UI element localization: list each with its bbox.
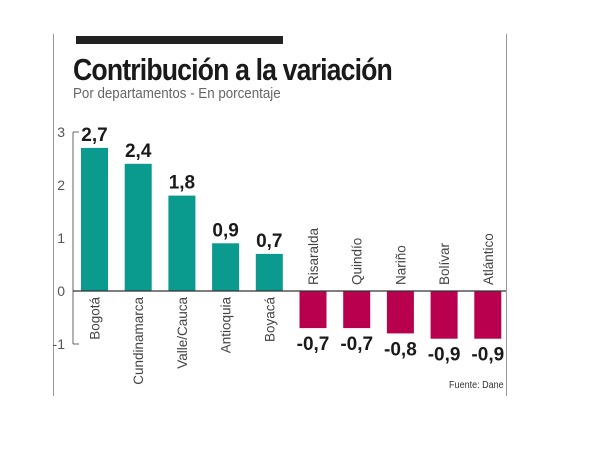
y-tick-label: -1: [53, 336, 66, 352]
data-label: -0,8: [384, 339, 417, 360]
category-label: Nariño: [393, 245, 408, 285]
data-label: -0,9: [471, 345, 504, 366]
bar-nariño: [386, 291, 414, 334]
bar-atlántico: [474, 291, 502, 339]
data-label: 0,7: [256, 231, 282, 252]
chart-subtitle: Por departamentos - En porcentaje: [73, 86, 281, 102]
category-label: Boyacá: [262, 297, 277, 343]
y-tick-label: 2: [57, 177, 65, 193]
data-label: 2,4: [125, 141, 152, 162]
title-accent-bar: [76, 36, 283, 44]
y-tick-label: 3: [57, 124, 65, 140]
bar-risaralda: [299, 291, 327, 329]
data-label: -0,7: [340, 334, 373, 355]
y-tick-label: 1: [57, 230, 65, 246]
category-label: Antioquia: [219, 297, 234, 354]
data-label: -0,7: [297, 334, 330, 355]
data-label: 1,8: [169, 173, 195, 194]
chart-title: Contribución a la variación: [73, 52, 393, 87]
bar-cundinamarca: [124, 163, 152, 291]
y-tick-label: 0: [57, 283, 65, 299]
bar-boyacá: [255, 253, 283, 291]
bar-valle/cauca: [168, 195, 196, 291]
bar-antioquia: [212, 243, 240, 291]
bar-bolívar: [430, 291, 458, 339]
category-label: Quindío: [350, 238, 365, 285]
category-label: Risaralda: [306, 227, 321, 285]
data-label: -0,9: [428, 345, 461, 366]
bar-bogotá: [81, 147, 108, 291]
frame-right-border: [506, 34, 507, 396]
category-label: Atlántico: [481, 233, 496, 285]
category-label: Valle/Cauca: [175, 297, 190, 369]
data-label: 0,9: [212, 220, 238, 241]
category-label: Cundinamarca: [131, 297, 146, 385]
frame-left-border: [53, 34, 54, 396]
source-note: Fuente: Dane: [449, 380, 504, 391]
bar-quindío: [343, 291, 371, 329]
data-label: 2,7: [81, 125, 107, 146]
category-label: Bolívar: [437, 242, 452, 285]
category-label: Bogotá: [88, 297, 103, 340]
